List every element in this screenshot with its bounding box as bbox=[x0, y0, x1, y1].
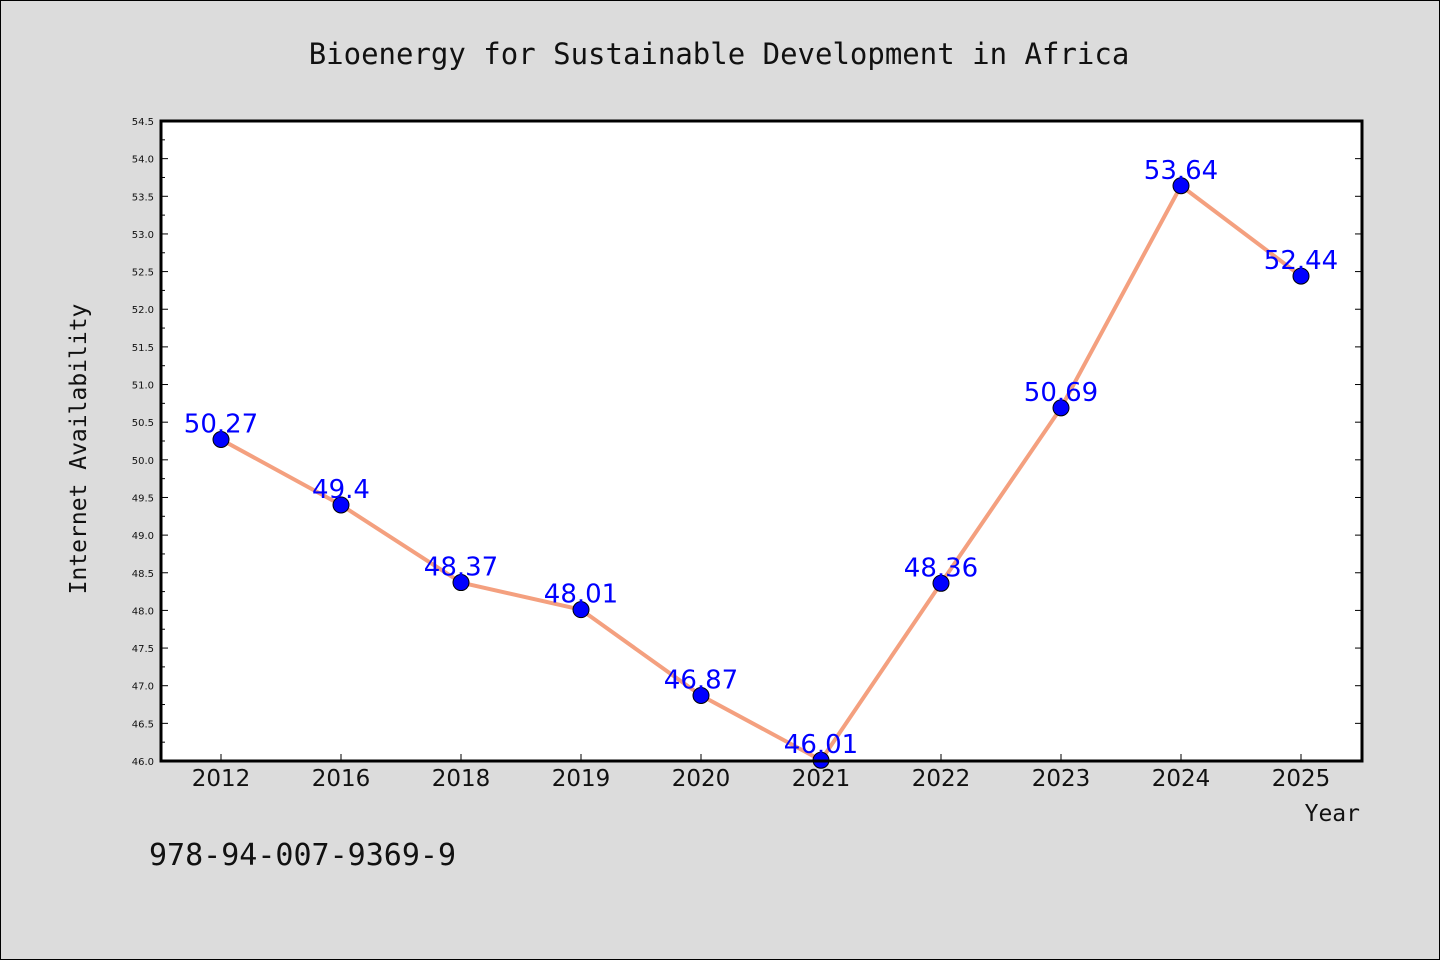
y-tick-label: 49.0 bbox=[132, 531, 154, 542]
x-axis: 2012 2016 2018 2019 2020 2021 2022 2023 2024 2025 bbox=[192, 754, 1331, 792]
y-tick-label: 47.0 bbox=[132, 682, 154, 693]
x-tick-label: 2022 bbox=[912, 766, 971, 792]
data-point bbox=[932, 574, 950, 592]
x-tick-label: 2012 bbox=[192, 766, 251, 792]
chart-title: Bioenergy for Sustainable Development in… bbox=[309, 37, 1130, 71]
data-label: 48.36 bbox=[904, 553, 978, 583]
data-point bbox=[452, 574, 470, 592]
data-label: 48.01 bbox=[544, 580, 618, 610]
y-tick-label: 54.0 bbox=[132, 155, 154, 166]
y-tick-label: 51.5 bbox=[132, 343, 154, 354]
data-point bbox=[572, 601, 590, 619]
y-tick-label: 53.0 bbox=[132, 230, 154, 241]
y-tick-label: 50.0 bbox=[132, 456, 154, 467]
x-tick-label: 2024 bbox=[1152, 766, 1211, 792]
data-label: 53.64 bbox=[1144, 156, 1218, 186]
plot-frame bbox=[159, 119, 1364, 763]
y-tick-label: 49.5 bbox=[132, 493, 154, 504]
x-tick-label: 2018 bbox=[432, 766, 491, 792]
data-label: 52.44 bbox=[1264, 246, 1338, 276]
data-label: 50.69 bbox=[1024, 378, 1098, 408]
y-tick-label: 54.5 bbox=[132, 117, 154, 128]
data-label: 50.27 bbox=[184, 409, 258, 439]
x-tick-label: 2025 bbox=[1272, 766, 1331, 792]
data-point bbox=[692, 686, 710, 704]
data-labels: 50.27 49.4 48.37 48.01 46.87 46.01 48.36 50.69 5… bbox=[184, 156, 1338, 760]
series-line bbox=[220, 183, 1303, 763]
x-tick-label: 2016 bbox=[312, 766, 371, 792]
data-label: 46.01 bbox=[784, 730, 858, 760]
y-tick-label: 46.0 bbox=[132, 757, 154, 768]
y-axis-label: Internet Availability bbox=[66, 304, 92, 595]
data-point bbox=[1052, 399, 1070, 417]
data-markers bbox=[212, 177, 1310, 769]
y-tick-label: 50.5 bbox=[132, 418, 154, 429]
data-label: 49.4 bbox=[312, 475, 370, 505]
x-tick-label: 2020 bbox=[672, 766, 731, 792]
data-point bbox=[1172, 177, 1190, 195]
data-point bbox=[212, 430, 230, 448]
data-point bbox=[332, 496, 350, 514]
plot-area bbox=[161, 121, 1362, 761]
data-label: 48.37 bbox=[424, 553, 498, 583]
y-tick-label: 46.5 bbox=[132, 719, 154, 730]
x-tick-label: 2019 bbox=[552, 766, 611, 792]
x-axis-label: Year bbox=[1305, 801, 1360, 827]
y-tick-label: 48.5 bbox=[132, 569, 154, 580]
y-tick-label: 52.0 bbox=[132, 305, 154, 316]
x-tick-label: 2021 bbox=[792, 766, 851, 792]
isbn-footnote: 978-94-007-9369-9 bbox=[149, 838, 456, 873]
data-label: 46.87 bbox=[664, 665, 738, 695]
data-point bbox=[1292, 267, 1310, 285]
y-tick-label: 48.0 bbox=[132, 606, 154, 617]
y-tick-label: 52.5 bbox=[132, 268, 154, 279]
y-tick-label: 51.0 bbox=[132, 381, 154, 392]
y-tick-label: 53.5 bbox=[132, 192, 154, 203]
y-tick-label: 47.5 bbox=[132, 644, 154, 655]
x-tick-label: 2023 bbox=[1032, 766, 1091, 792]
